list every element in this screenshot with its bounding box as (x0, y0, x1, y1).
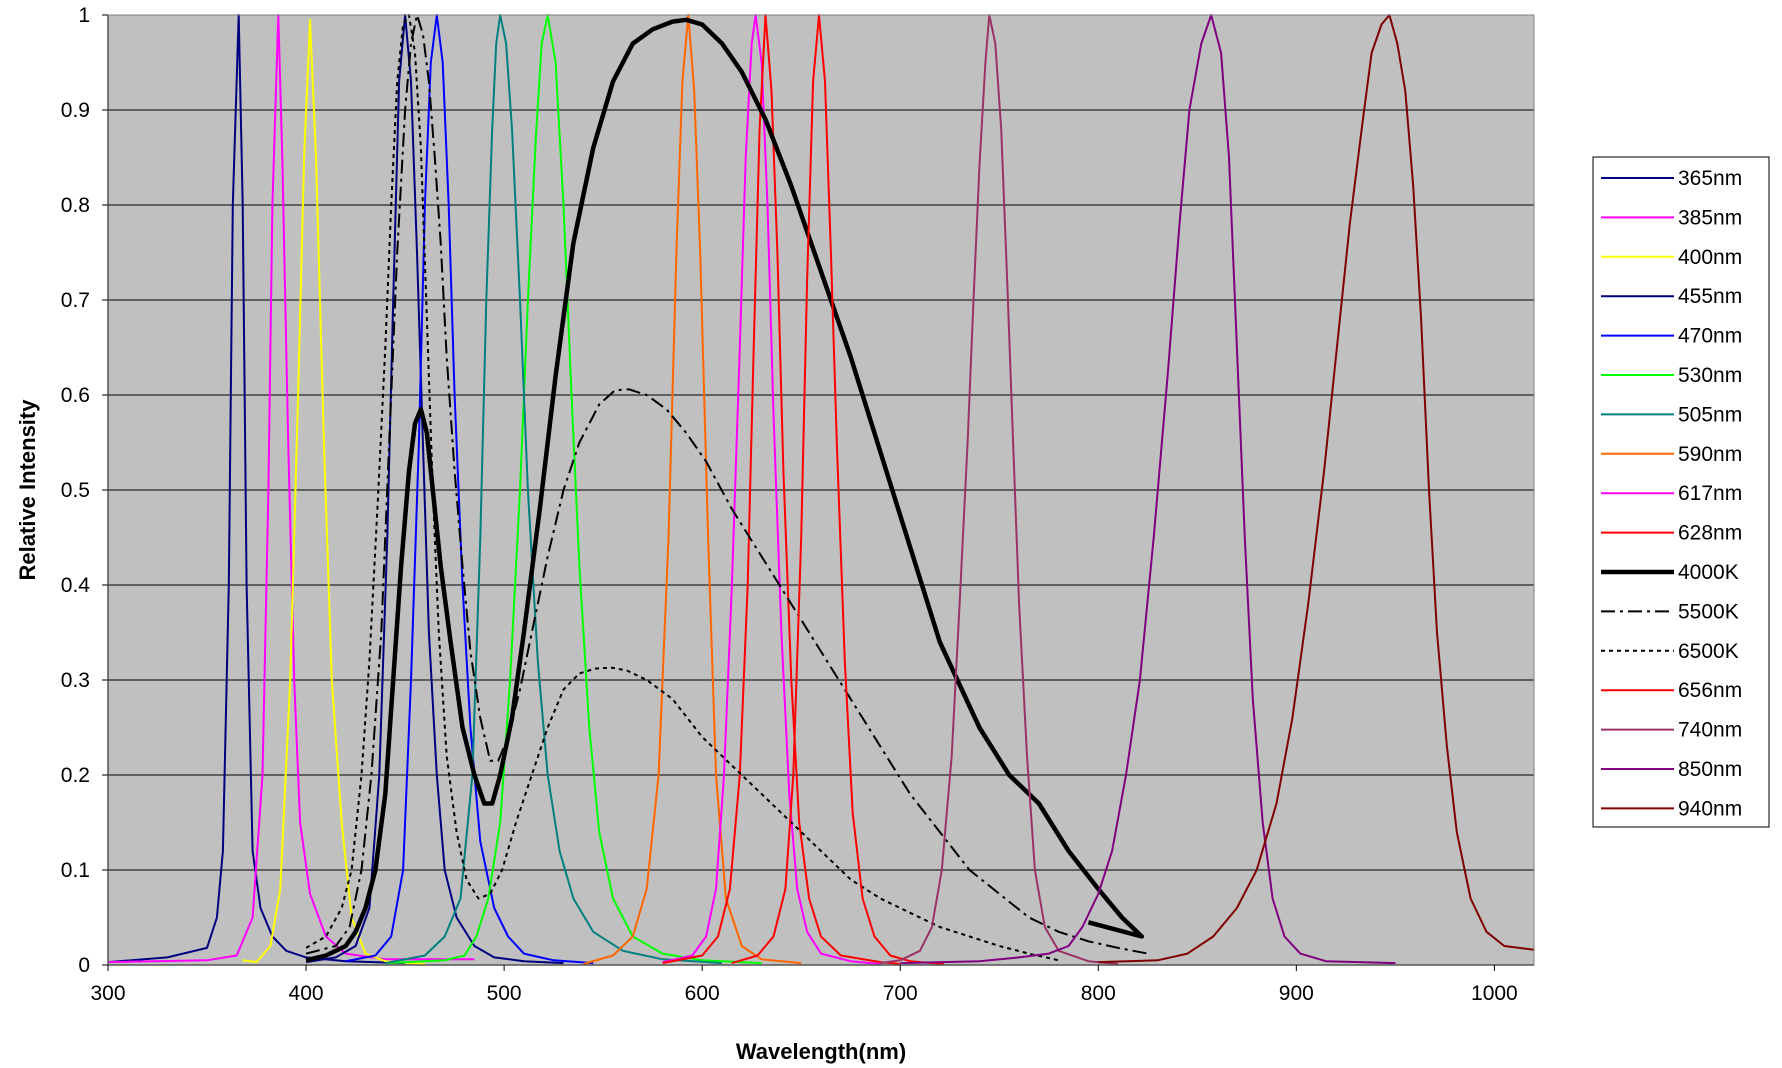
legend-label: 740nm (1678, 719, 1742, 742)
legend-label: 5500K (1678, 600, 1739, 623)
legend: 365nm 385nm 400nm 455nm 470nm 530nm 505nm 590nm… (1592, 156, 1770, 828)
axes (102, 14, 1535, 971)
x-tick-label: 900 (1279, 982, 1314, 1005)
series-line-505nm (385, 14, 723, 965)
x-tick-label: 700 (883, 982, 918, 1005)
x-axis-tick-labels: 300 400 500 600 700 800 900 1000 (90, 982, 1517, 1005)
y-tick-label: 0.3 (61, 669, 90, 692)
legend-label: 4000K (1678, 561, 1739, 584)
series-line-940nm (1098, 14, 1534, 964)
series-line-617nm (662, 14, 881, 965)
y-tick-label: 0.6 (61, 384, 90, 407)
legend-items: 365nm 385nm 400nm 455nm 470nm 530nm 505nm 590nm… (1601, 167, 1742, 820)
series-line-5500K (305, 14, 1148, 955)
y-tick-label: 0.8 (61, 194, 90, 217)
x-tick-label: 400 (289, 982, 324, 1005)
legend-box (1592, 156, 1770, 828)
y-tick-label: 1 (78, 4, 90, 27)
legend-label: 590nm (1678, 443, 1742, 466)
legend-label: 530nm (1678, 364, 1742, 387)
legend-label: 850nm (1678, 758, 1742, 781)
x-axis-title: Wavelength(nm) (736, 1039, 906, 1064)
legend-label: 365nm (1678, 167, 1742, 190)
series-line-365nm (108, 14, 406, 965)
legend-label: 455nm (1678, 285, 1742, 308)
y-axis-tick-labels: 0 0.1 0.2 0.3 0.4 0.5 0.6 0.7 0.8 0.9 1 (61, 4, 91, 977)
legend-label: 940nm (1678, 797, 1742, 820)
y-tick-label: 0.4 (61, 574, 91, 597)
legend-label: 617nm (1678, 482, 1742, 505)
series-line-4000K (305, 17, 1145, 963)
legend-label: 6500K (1678, 640, 1739, 663)
legend-label: 656nm (1678, 679, 1742, 702)
series-line-628nm (662, 14, 901, 965)
x-tick-label: 800 (1081, 982, 1116, 1005)
y-tick-label: 0.9 (61, 99, 90, 122)
series-line-656nm (731, 14, 944, 965)
y-tick-label: 0.7 (61, 289, 90, 312)
legend-label: 385nm (1678, 206, 1742, 229)
series-line-385nm (108, 14, 475, 964)
y-tick-label: 0.5 (61, 479, 90, 502)
y-axis-title: Relative Intensity (15, 399, 40, 581)
series-line-6500K (305, 14, 1059, 962)
series-line-850nm (900, 14, 1396, 965)
legend-label: 470nm (1678, 325, 1742, 348)
x-tick-label: 500 (487, 982, 522, 1005)
legend-label: 505nm (1678, 403, 1742, 426)
x-tick-label: 1000 (1471, 982, 1518, 1005)
series-lines (108, 14, 1534, 965)
y-tick-label: 0.1 (61, 859, 90, 882)
x-tick-label: 300 (90, 982, 125, 1005)
legend-label: 400nm (1678, 246, 1742, 269)
y-tick-label: 0 (78, 954, 90, 977)
x-tick-label: 600 (685, 982, 720, 1005)
legend-label: 628nm (1678, 522, 1742, 545)
series-line-470nm (345, 14, 594, 965)
y-tick-label: 0.2 (61, 764, 90, 787)
